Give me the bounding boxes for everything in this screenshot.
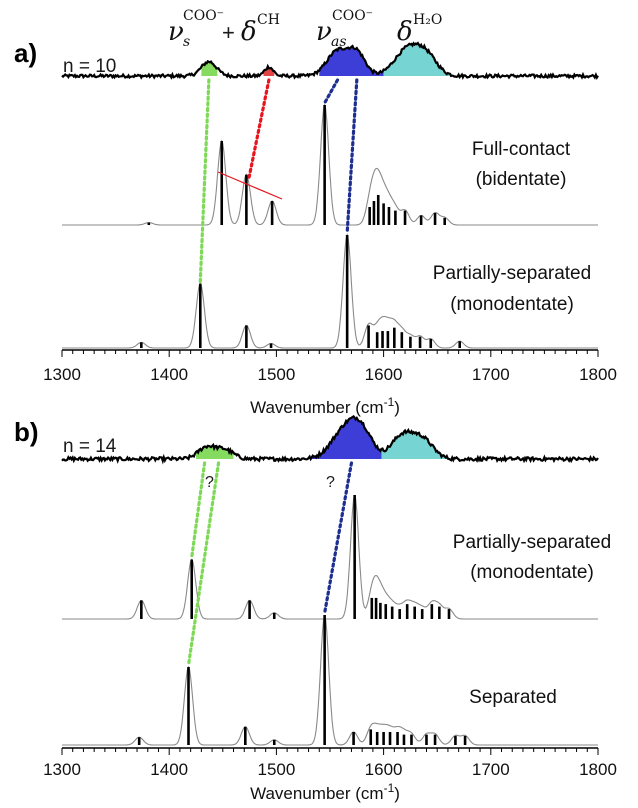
tick-label-a-1800: 1800	[579, 365, 617, 384]
axis-b-title-close: )	[394, 784, 400, 803]
correlation-line-1	[246, 78, 271, 182]
tick-label-a-1300: 1300	[43, 365, 81, 384]
axis-a-title-close: )	[394, 398, 400, 417]
axis-a-title-text: Wavenumber (cm	[250, 398, 384, 417]
experiment-band-1	[287, 416, 382, 459]
ch-bracket	[217, 171, 283, 200]
axis-a-title-sup: -1	[384, 395, 395, 409]
axis-b-title: Wavenumber (cm-1)	[250, 781, 400, 803]
tick-label-a-1400: 1400	[150, 365, 188, 384]
svg-text:Wavenumber (cm-1): Wavenumber (cm-1)	[250, 395, 400, 417]
computed-envelope-0	[62, 102, 598, 226]
correlation-line-0	[198, 78, 211, 284]
panel-b-n-label: n = 14	[63, 436, 117, 457]
correlation-line-2	[323, 461, 354, 615]
delta-symbol-h2o: δ	[397, 17, 413, 47]
delta-symbol-ch: δ	[241, 17, 257, 47]
experiment-band-3	[383, 43, 454, 76]
correlation-line-0	[190, 461, 207, 560]
tick-label-b-1600: 1600	[365, 760, 403, 779]
coo-sup-asym: COO⁻	[332, 8, 373, 24]
axis-b-title-sup: -1	[384, 781, 395, 795]
tick-label-b-1300: 1300	[43, 760, 81, 779]
trace-b1-label-2: (monodentate)	[470, 562, 594, 583]
question-mark-1: ?	[205, 474, 214, 491]
tick-label-a-1700: 1700	[472, 365, 510, 384]
correlation-line-3	[345, 78, 359, 235]
panel-b: 1300 1400 1500 1600 1700 1800	[43, 414, 617, 779]
tick-label-b-1500: 1500	[257, 760, 295, 779]
assignment-delta-h2o: δ H₂O	[397, 12, 442, 47]
trace-a1-label-1: Full-contact	[472, 139, 571, 160]
question-mark-2: ?	[326, 474, 335, 491]
assignment-asym-coo: ν as COO⁻	[316, 8, 373, 50]
nu-symbol-asym: ν	[316, 17, 332, 47]
axis-b-title-text: Wavenumber (cm	[250, 784, 384, 803]
assignment-sym-coo: ν s COO⁻	[168, 8, 224, 50]
tick-label-b-1700: 1700	[472, 760, 510, 779]
correlation-line-1	[186, 461, 221, 667]
panel-a-n-label: n = 10	[63, 56, 116, 77]
trace-a1-label-2: (bidentate)	[476, 169, 567, 190]
tick-label-a-1500: 1500	[257, 365, 295, 384]
panel-a: 1300 1400 1500 1600 1700 1800	[43, 41, 617, 384]
correlation-line-2	[323, 78, 340, 105]
nu-sub-as: as	[331, 34, 347, 50]
trace-b1-label-1: Partially-separated	[453, 532, 611, 553]
axis-a-title: Wavenumber (cm-1)	[250, 395, 400, 417]
tick-label-b-1800: 1800	[579, 760, 617, 779]
coo-sup-sym: COO⁻	[183, 8, 224, 24]
plus-sign: +	[222, 20, 235, 45]
nu-symbol-sym: ν	[168, 17, 184, 47]
trace-b2-label-1: Separated	[469, 687, 557, 708]
tick-label-b-1400: 1400	[150, 760, 188, 779]
ch-sup: CH	[257, 12, 280, 28]
panel-b-letter: b)	[14, 417, 39, 447]
computed-envelope-0	[62, 494, 598, 620]
assignment-delta-ch: δ CH	[241, 12, 280, 47]
computed-envelope-1	[62, 232, 598, 349]
trace-a2-label-1: Partially-separated	[433, 263, 591, 284]
trace-a2-label-2: (monodentate)	[450, 294, 574, 315]
experiment-trace	[61, 414, 599, 465]
panel-a-letter: a)	[14, 38, 37, 68]
tick-label-a-1600: 1600	[365, 365, 403, 384]
experiment-band-0	[196, 444, 234, 459]
experiment-trace	[61, 41, 599, 80]
nu-sub-s: s	[183, 34, 190, 50]
computed-envelope-1	[62, 614, 598, 746]
chart-marks: 1300 1400 1500 1600 1700 1800 1300 1400 1500 1600…	[43, 41, 617, 779]
experiment-band-2	[319, 46, 384, 76]
svg-text:Wavenumber (cm-1): Wavenumber (cm-1)	[250, 781, 400, 803]
h2o-sup: H₂O	[413, 12, 442, 28]
